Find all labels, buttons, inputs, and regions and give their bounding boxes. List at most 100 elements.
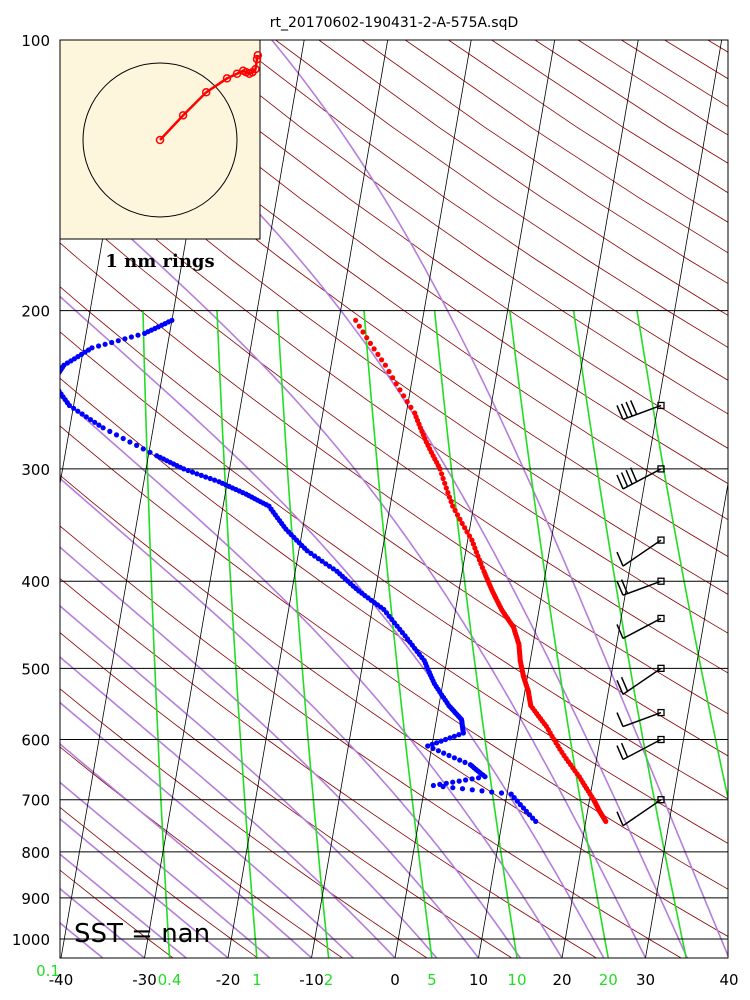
- temperature-point: [450, 503, 456, 509]
- dewpoint-point: [425, 743, 431, 749]
- dewpoint-point: [463, 777, 469, 783]
- hodograph-point: [251, 64, 260, 74]
- dry-adiabat: [188, 40, 728, 415]
- temperature-point: [393, 381, 399, 387]
- dewpoint-point: [308, 550, 314, 557]
- moist-adiabat: [60, 956, 62, 958]
- dewpoint-point: [147, 449, 153, 455]
- temperature-point: [462, 525, 468, 531]
- wind-barb-shaft: [622, 667, 662, 695]
- dewpoint-point: [315, 556, 321, 562]
- isotherm: [311, 40, 472, 958]
- wind-barb-station: [657, 796, 665, 804]
- dewpoint-point: [330, 566, 336, 572]
- hodograph-point: [253, 51, 263, 60]
- dewpoint-point: [83, 414, 89, 420]
- hodograph-trace: [159, 55, 260, 141]
- dry-adiabat: [707, 40, 728, 53]
- pressure-tick-label: 900: [21, 890, 50, 908]
- wind-barb-shaft: [622, 539, 662, 567]
- wind-barb-station: [657, 577, 665, 585]
- temperature-point: [442, 480, 448, 486]
- dewpoint-point: [511, 795, 517, 801]
- dry-adiabat: [60, 474, 728, 937]
- dewpoint-point: [438, 738, 444, 744]
- temperature-point: [375, 351, 381, 357]
- isotherm: [561, 40, 723, 958]
- dewpoint-point: [212, 477, 218, 483]
- dewpoint-point: [489, 789, 495, 795]
- dewpoint-point: [79, 411, 85, 417]
- dry-adiabat: [60, 577, 597, 958]
- dry-adiabat: [60, 869, 174, 958]
- mixing-ratio-tick-label: 10: [507, 971, 526, 989]
- hodograph-point: [201, 88, 211, 97]
- dewpoint-point: [533, 818, 539, 825]
- dewpoint-point: [52, 377, 57, 382]
- dewpoint-point: [54, 373, 59, 378]
- wind-barb-feather: [620, 403, 629, 419]
- dewpoint-point: [456, 732, 462, 738]
- wind-barb-station: [657, 401, 665, 410]
- dry-adiabat: [60, 377, 728, 844]
- dewpoint-point: [107, 428, 113, 434]
- wind-barb-feather: [620, 676, 629, 692]
- pressure-tick-label: 500: [21, 660, 50, 678]
- temperature-point: [459, 520, 465, 527]
- dewpoint-point: [517, 802, 523, 808]
- dry-adiabat: [60, 199, 728, 674]
- wind-barb-station: [657, 664, 665, 672]
- wind-barb-feather: [616, 474, 624, 490]
- temperature-point: [439, 471, 445, 477]
- temperature-point: [367, 340, 373, 346]
- hodograph-point: [155, 135, 165, 145]
- wind-barb-feather: [616, 745, 624, 760]
- dewpoint-point: [446, 752, 452, 759]
- dewpoint-point: [127, 439, 133, 445]
- hodograph-point: [222, 74, 232, 83]
- moist-adiabat: [60, 853, 187, 958]
- hodograph-label: 1 nm rings: [105, 251, 214, 272]
- hodograph-point: [252, 54, 262, 64]
- dewpoint-point: [54, 385, 59, 390]
- dewpoint-point: [113, 432, 120, 438]
- moist-adiabat: [60, 604, 438, 958]
- temperature-tick-label: 40: [719, 971, 738, 989]
- wind-barb-feather: [625, 469, 633, 485]
- dry-adiabat: [60, 77, 728, 558]
- mixing-ratio-tick-label: 2: [324, 971, 334, 989]
- dewpoint-point: [462, 759, 468, 766]
- pressure-tick-label: 1000: [12, 931, 50, 949]
- wind-barb-shaft: [622, 404, 662, 421]
- dewpoint-point: [430, 745, 436, 752]
- dewpoint-point: [198, 472, 204, 478]
- hodograph-inset: 1 nm rings: [59, 39, 263, 272]
- wind-barb-feather: [616, 551, 624, 567]
- mixing-ratio-tick-label: 5: [427, 971, 437, 989]
- mixing-ratio-tick-label: 0.4: [158, 971, 182, 989]
- wind-barb-feather: [616, 811, 624, 826]
- dewpoint-point: [92, 419, 98, 425]
- wind-barb-station: [657, 465, 665, 473]
- mixing-ratio-line: [216, 310, 258, 958]
- dry-adiabat: [534, 40, 728, 164]
- dry-adiabat: [60, 242, 728, 715]
- dewpoint-point: [75, 408, 81, 414]
- dewpoint-point: [435, 748, 441, 754]
- dewpoint-point: [304, 548, 310, 554]
- dewpoint-point: [102, 341, 108, 347]
- temperature-point: [401, 393, 407, 399]
- temperature-point: [470, 541, 476, 547]
- dewpoint-point: [109, 339, 115, 346]
- wind-barb-station: [657, 614, 665, 623]
- temperature-point: [457, 516, 463, 522]
- dewpoint-point: [450, 785, 456, 791]
- moist-adiabat: [60, 477, 521, 958]
- pressure-tick-label: 100: [21, 32, 50, 50]
- wind-barb-feather: [616, 405, 624, 420]
- mixing-ratio-tick-label: 1: [252, 971, 262, 989]
- dewpoint-point: [128, 334, 134, 340]
- dewpoint-point: [520, 805, 527, 811]
- dewpoint-point: [323, 561, 329, 567]
- dry-adiabat: [60, 632, 512, 958]
